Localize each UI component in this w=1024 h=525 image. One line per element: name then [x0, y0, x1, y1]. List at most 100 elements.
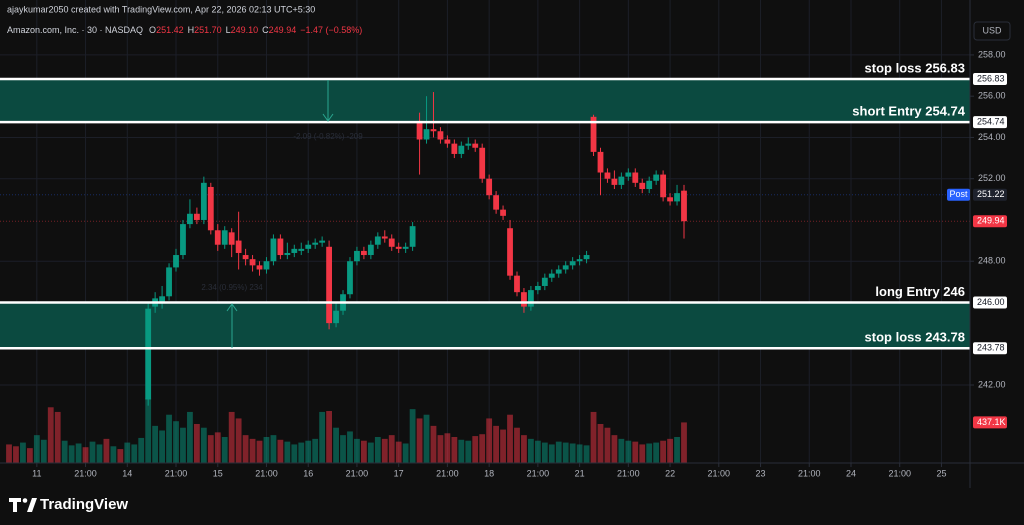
brand: TradingView — [40, 496, 128, 513]
y-tick-label: 252.00 — [978, 173, 1006, 183]
level-badge-label: 256.83 — [977, 73, 1005, 83]
measure-arrow-head — [226, 303, 238, 312]
candle-body — [507, 228, 513, 276]
volume-bar — [541, 442, 548, 463]
volume-bar — [54, 411, 61, 463]
volume-bar — [625, 440, 632, 463]
level-badge-label: 254.74 — [977, 117, 1005, 127]
candle-body — [193, 213, 200, 220]
volume-bar — [590, 411, 597, 463]
candle-body — [521, 292, 527, 307]
level-label: long Entry 246 — [875, 284, 965, 299]
candle-body — [465, 143, 472, 146]
last-price-label: 249.94 — [977, 216, 1005, 226]
volume-bar — [653, 442, 660, 463]
volume-bar — [68, 445, 75, 463]
credit: ajaykumar2050 created with TradingView.c… — [7, 4, 315, 14]
footer — [0, 488, 1024, 525]
candle-body — [653, 174, 660, 181]
volume-bar — [486, 418, 493, 463]
price-badges: 256.83 254.74 246.00 243.78 Post 251.22 249.94… — [947, 73, 1007, 429]
y-tick-label: 258.00 — [978, 49, 1006, 59]
volume-badge-label: 437.1K — [977, 417, 1006, 427]
candle-body — [235, 240, 242, 253]
volume-bar — [430, 425, 437, 463]
volume-bar — [263, 437, 270, 463]
candle-body — [207, 186, 214, 231]
x-tick-label: 14 — [122, 468, 132, 478]
candle-body — [444, 139, 451, 144]
candle-body — [242, 255, 249, 260]
volume-bar — [13, 446, 19, 463]
logo-mark — [9, 498, 21, 512]
candle-body — [360, 250, 367, 256]
candle-body — [312, 242, 319, 245]
volume-bar — [583, 445, 590, 463]
x-tick-label: 16 — [303, 468, 313, 478]
candle-body — [437, 131, 444, 140]
volume-bar — [33, 435, 40, 463]
candle-body — [214, 230, 221, 245]
candle-body — [374, 236, 381, 245]
candle-body — [583, 255, 590, 260]
volume-bar — [367, 442, 374, 463]
candle-body — [263, 261, 270, 270]
logo-mark — [22, 498, 28, 503]
volume-bar — [96, 444, 103, 463]
x-tick-label: 23 — [756, 468, 766, 478]
candle-body — [354, 250, 360, 262]
volume-bar — [180, 427, 186, 463]
volume-bar — [333, 427, 339, 463]
candle-body — [667, 197, 673, 202]
candle-body — [409, 226, 416, 247]
volume-bar — [200, 427, 207, 463]
volume-bar — [548, 444, 555, 463]
candle-body — [576, 259, 583, 262]
candle-body — [256, 265, 263, 270]
levels: stop loss 256.83 short Entry 254.74 long E… — [0, 60, 970, 350]
x-tick-label: 21:00 — [165, 468, 188, 478]
candles — [145, 92, 687, 406]
volume-bar — [667, 438, 673, 463]
volume-bar — [597, 424, 604, 463]
candle-body — [367, 244, 374, 256]
candle-body — [514, 275, 520, 293]
currency[interactable]: USD — [982, 25, 1002, 35]
volume-bar — [228, 411, 235, 463]
volume-bar — [298, 442, 305, 463]
candle-body — [479, 147, 486, 179]
ohlc-key: H — [188, 25, 195, 35]
candle-body — [270, 238, 277, 262]
volume-bar — [207, 435, 214, 463]
candle-body — [326, 246, 333, 324]
level-badge — [973, 296, 1007, 309]
volume-bar — [416, 418, 423, 463]
candle-body — [249, 259, 256, 266]
candle-body — [180, 224, 186, 256]
volume-bar — [479, 434, 486, 463]
volume-bar — [6, 444, 12, 463]
volume-bar — [472, 436, 479, 463]
candle-body — [486, 178, 493, 196]
volume-bar — [235, 418, 242, 463]
volume-bar — [507, 414, 513, 463]
volume-bar — [618, 438, 625, 463]
candle-body — [562, 265, 569, 270]
volume-bar — [534, 440, 541, 463]
level-label: short Entry 254.74 — [852, 104, 965, 119]
candle-body — [639, 182, 646, 190]
volume-bar — [82, 447, 89, 463]
currency-button[interactable] — [973, 21, 1011, 41]
candle-body — [319, 240, 326, 243]
candle-body — [430, 129, 437, 132]
volume-bar — [388, 435, 395, 463]
volume-bar — [347, 431, 353, 463]
x-tick-label: 21:00 — [346, 468, 369, 478]
x-tick-label: 22 — [665, 468, 675, 478]
candle-body — [611, 178, 618, 185]
level-badge — [973, 116, 1007, 129]
zones — [0, 79, 970, 349]
x-tick-label: 21:00 — [798, 468, 821, 478]
volume-bar — [193, 424, 200, 463]
volume-bar — [674, 437, 680, 463]
